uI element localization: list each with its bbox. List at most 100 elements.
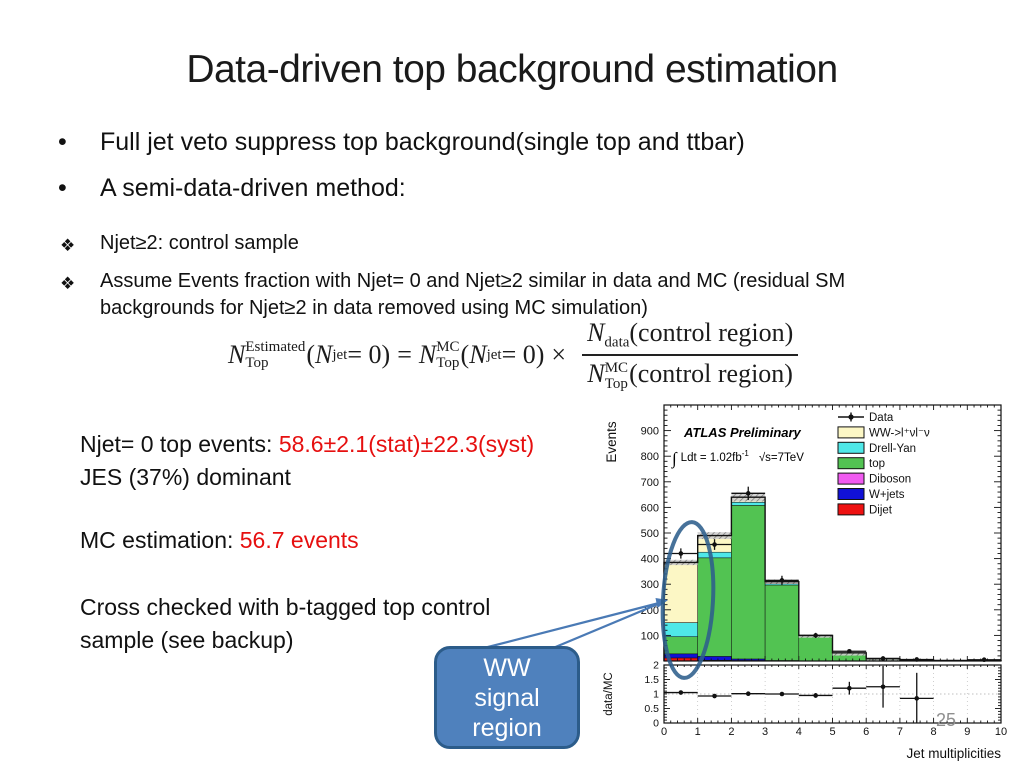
data-point — [881, 656, 886, 661]
svg-text:500: 500 — [641, 528, 659, 540]
data-point — [813, 693, 818, 698]
formula-text: = 0) — [502, 340, 545, 370]
luminosity-label: ∫Ldt = 1.02fb-1√s=7TeV — [671, 449, 804, 469]
njet0-result-line: Njet= 0 top events: 58.6±2.1(stat)±22.3(… — [80, 428, 580, 494]
formula-symbol: N — [315, 340, 332, 370]
bullet-icon: • — [58, 128, 100, 157]
formula-subscript: jet — [487, 347, 502, 364]
bullet-icon: • — [58, 174, 100, 203]
svg-text:300: 300 — [641, 579, 659, 591]
formula-text: (control region) — [629, 359, 793, 388]
svg-text:1.5: 1.5 — [644, 674, 659, 686]
svg-text:5: 5 — [829, 726, 835, 738]
formula-symbol: N — [587, 359, 604, 388]
chart-legend: DataWW->l⁺νl⁻νDrell-YantopDibosonW+jetsD… — [838, 412, 930, 516]
formula-subscript: Top — [245, 355, 305, 372]
svg-text:2: 2 — [653, 660, 659, 672]
data-point — [914, 696, 919, 701]
bar-segment — [731, 502, 765, 505]
callout-text: signal — [474, 683, 539, 713]
legend-label: W+jets — [869, 489, 905, 501]
svg-text:100: 100 — [641, 630, 659, 642]
formula-superscript: Estimated — [245, 339, 305, 356]
result-value-highlight: 56.7 events — [240, 527, 359, 553]
legend-swatch — [838, 458, 864, 469]
data-point — [780, 578, 785, 583]
bar-segment — [698, 552, 732, 558]
data-point — [746, 491, 751, 496]
ratio-y-axis-label: data/MC — [603, 672, 615, 715]
legend-swatch — [838, 442, 864, 453]
svg-text:600: 600 — [641, 502, 659, 514]
mc-estimation-line: MC estimation: 56.7 events — [80, 524, 580, 557]
bar-segment — [698, 656, 732, 660]
list-item: • A semi-data-driven method: — [58, 174, 958, 203]
sub-bullet-list: ❖ Njet≥2: control sample ❖ Assume Events… — [60, 230, 890, 331]
svg-text:0: 0 — [653, 718, 659, 730]
data-point — [746, 691, 751, 696]
list-item: • Full jet veto suppress top background(… — [58, 128, 958, 157]
formula-symbol: N — [587, 318, 604, 347]
legend-swatch — [838, 504, 864, 515]
bar-segment — [731, 505, 765, 659]
ww-signal-region-callout: WW signal region — [434, 646, 580, 749]
svg-text:1: 1 — [653, 689, 659, 701]
bar-segment — [765, 585, 799, 661]
svg-text:7: 7 — [897, 726, 903, 738]
bullet-text: Full jet veto suppress top background(si… — [100, 128, 745, 157]
svg-text:700: 700 — [641, 477, 659, 489]
svg-text:200: 200 — [641, 605, 659, 617]
formula-superscript: MC — [605, 360, 628, 377]
legend-label: Dijet — [869, 504, 893, 516]
legend-label: Data — [869, 412, 894, 424]
svg-text:900: 900 — [641, 426, 659, 438]
svg-text:6: 6 — [863, 726, 869, 738]
svg-text:10: 10 — [995, 726, 1007, 738]
results-text-block: Njet= 0 top events: 58.6±2.1(stat)±22.3(… — [80, 428, 580, 657]
formula-text: (control region) — [629, 318, 793, 347]
legend-swatch — [838, 427, 864, 438]
data-point — [780, 692, 785, 697]
svg-text:800: 800 — [641, 451, 659, 463]
x-axis-label: Jet multiplicities — [906, 746, 1001, 761]
bullet-list: • Full jet veto suppress top background(… — [58, 128, 958, 220]
bar-segment — [664, 562, 698, 622]
legend-label: Diboson — [869, 474, 911, 486]
formula-subscript: Top — [436, 355, 459, 372]
legend-swatch — [838, 473, 864, 484]
bar-segment — [799, 636, 833, 661]
equals-sign: = — [390, 340, 419, 370]
atlas-preliminary-label: ATLAS Preliminary — [683, 425, 802, 440]
diamond-bullet-icon: ❖ — [60, 268, 100, 322]
jes-line: JES (37%) dominant — [80, 464, 291, 490]
svg-text:400: 400 — [641, 554, 659, 566]
result-label: MC estimation: — [80, 527, 240, 553]
legend-swatch — [838, 489, 864, 500]
formula-superscript: MC — [436, 339, 459, 356]
formula-symbol: N — [469, 340, 486, 370]
svg-text:0.5: 0.5 — [644, 703, 659, 715]
svg-text:3: 3 — [762, 726, 768, 738]
formula-text: ( — [306, 340, 315, 370]
formula-symbol: N — [419, 340, 436, 370]
result-label: Njet= 0 top events: — [80, 431, 279, 457]
ratio-data-points — [664, 666, 934, 723]
svg-text:4: 4 — [796, 726, 802, 738]
legend-label: WW->l⁺νl⁻ν — [869, 427, 930, 439]
formula-text: ( — [461, 340, 470, 370]
list-item: ❖ Njet≥2: control sample — [60, 230, 890, 259]
formula-subscript: jet — [332, 347, 347, 364]
data-point — [679, 551, 684, 556]
formula-symbol: N — [228, 340, 245, 370]
svg-text:2: 2 — [728, 726, 734, 738]
diamond-bullet-icon: ❖ — [60, 230, 100, 259]
list-item: ❖ Assume Events fraction with Njet= 0 an… — [60, 268, 890, 322]
sub-bullet-text: Assume Events fraction with Njet= 0 and … — [100, 268, 890, 322]
page-title: Data-driven top background estimation — [0, 48, 1024, 92]
bar-segment — [664, 623, 698, 637]
legend-label: top — [869, 458, 885, 470]
